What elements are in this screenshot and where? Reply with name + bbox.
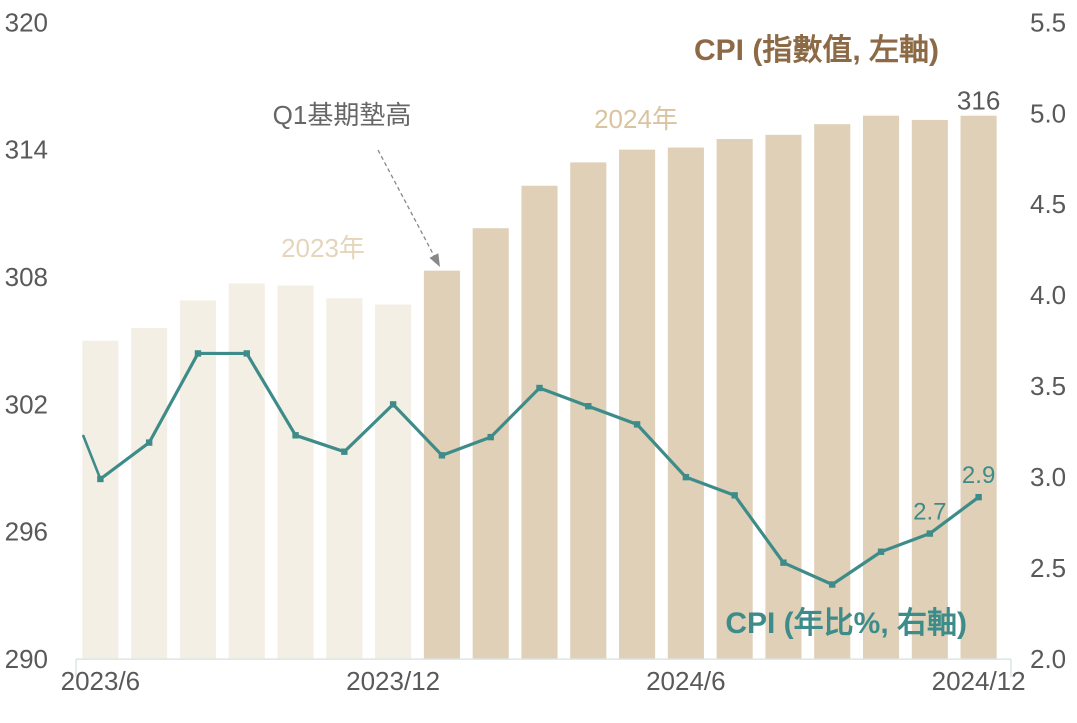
svg-text:2024/6: 2024/6: [646, 666, 726, 696]
svg-text:320: 320: [5, 7, 48, 37]
svg-text:3.5: 3.5: [1030, 371, 1066, 401]
svg-text:4.0: 4.0: [1030, 280, 1066, 310]
svg-text:2023/6: 2023/6: [61, 666, 141, 696]
svg-text:296: 296: [5, 517, 48, 547]
svg-text:2023年: 2023年: [281, 233, 365, 263]
svg-text:2.0: 2.0: [1030, 644, 1066, 674]
svg-text:2.7: 2.7: [913, 499, 946, 526]
svg-text:316: 316: [957, 86, 1000, 116]
svg-text:5.5: 5.5: [1030, 7, 1066, 37]
svg-text:314: 314: [5, 135, 48, 165]
svg-text:2.9: 2.9: [962, 462, 995, 489]
svg-text:CPI (指數值, 左軸): CPI (指數值, 左軸): [694, 34, 939, 67]
svg-text:Q1基期墊高: Q1基期墊高: [273, 100, 412, 130]
svg-text:2.5: 2.5: [1030, 553, 1066, 583]
svg-text:4.5: 4.5: [1030, 189, 1066, 219]
svg-text:2024年: 2024年: [594, 104, 678, 134]
svg-text:3.0: 3.0: [1030, 462, 1066, 492]
svg-text:290: 290: [5, 644, 48, 674]
svg-text:308: 308: [5, 262, 48, 292]
svg-text:5.0: 5.0: [1030, 98, 1066, 128]
svg-text:2023/12: 2023/12: [346, 666, 440, 696]
svg-text:302: 302: [5, 389, 48, 419]
svg-text:2024/12: 2024/12: [932, 666, 1026, 696]
svg-text:CPI (年比%, 右軸): CPI (年比%, 右軸): [725, 607, 967, 640]
